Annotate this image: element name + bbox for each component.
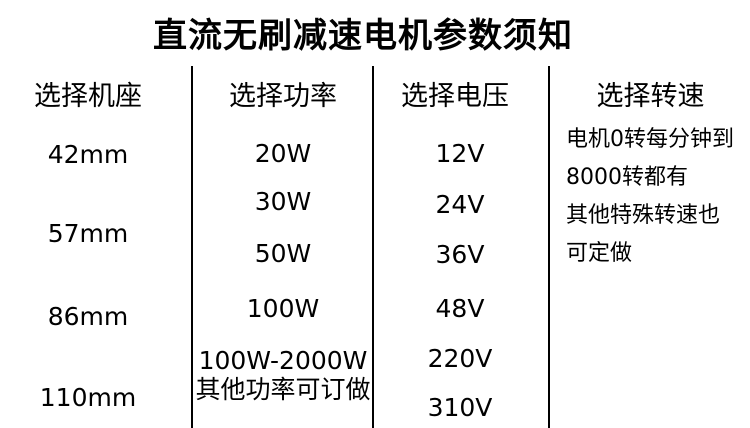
frame-size-option-110mm: 110mm xyxy=(39,383,137,412)
power-option-100w: 100W xyxy=(246,294,320,323)
speed-note-line-2: 8000转都有 xyxy=(566,165,688,190)
voltage-option-12v: 12V xyxy=(435,139,485,168)
speed-note-line-1: 电机0转每分钟到 xyxy=(566,127,734,152)
speed-note-line-3: 其他特殊转速也 xyxy=(566,203,721,228)
frame-size-option-57mm: 57mm xyxy=(47,219,129,248)
frame-size-option-42mm: 42mm xyxy=(47,140,129,169)
voltage-option-220v: 220V xyxy=(427,344,493,373)
voltage-option-48v: 48V xyxy=(435,294,485,323)
column-divider-3 xyxy=(548,66,550,428)
power-option-20w: 20W xyxy=(254,139,312,168)
voltage-option-24v: 24V xyxy=(435,190,485,219)
power-option-custom-range: 100W-2000W xyxy=(198,346,368,375)
column-divider-1 xyxy=(191,66,193,428)
column-header-speed: 选择转速 xyxy=(596,81,705,112)
power-option-50w: 50W xyxy=(254,239,312,268)
speed-note-line-4: 可定做 xyxy=(566,241,633,266)
speed-note: 电机0转每分钟到 8000转都有 其他特殊转速也 可定做 xyxy=(566,121,750,273)
column-header-voltage: 选择电压 xyxy=(401,81,509,112)
power-custom-note: 其他功率可订做 xyxy=(195,375,371,404)
column-divider-2 xyxy=(372,66,374,428)
column-header-power: 选择功率 xyxy=(229,81,337,112)
frame-size-option-86mm: 86mm xyxy=(47,302,129,331)
page-title: 直流无刷减速电机参数须知 xyxy=(153,16,573,56)
voltage-option-310v: 310V xyxy=(427,393,493,422)
column-header-frame-size: 选择机座 xyxy=(34,81,142,112)
voltage-option-36v: 36V xyxy=(435,240,485,269)
power-option-30w: 30W xyxy=(254,187,312,216)
